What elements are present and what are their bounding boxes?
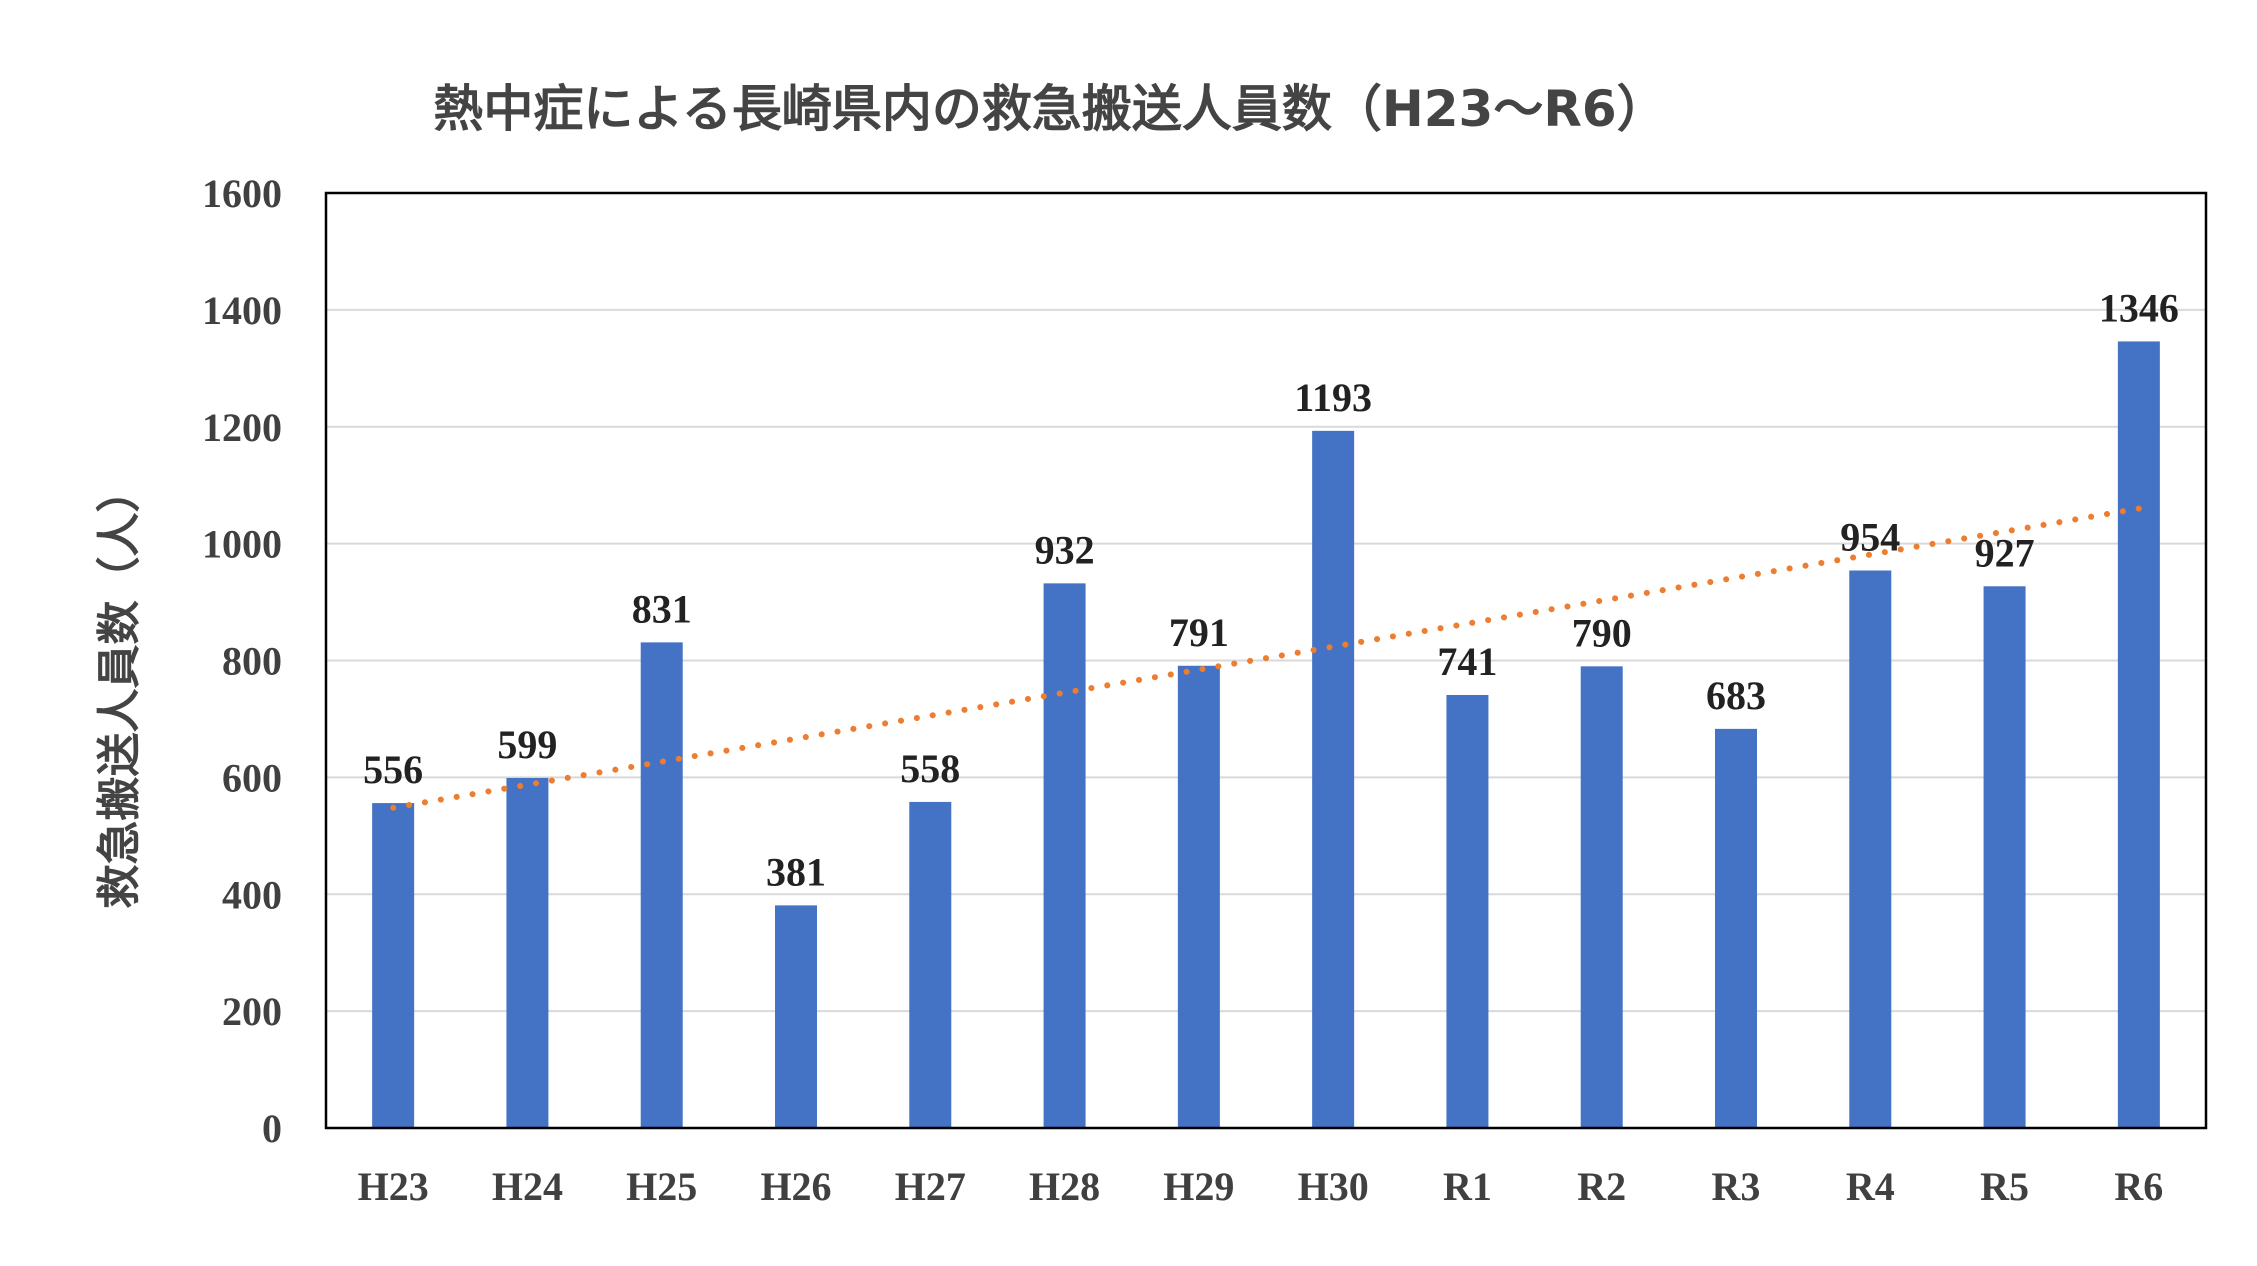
data-label: 790 (1572, 610, 1632, 655)
data-label: 927 (1975, 530, 2035, 575)
data-label: 741 (1437, 639, 1497, 684)
bar (775, 905, 817, 1128)
bar (506, 777, 549, 1128)
y-tick-label: 400 (222, 872, 282, 917)
data-label: 683 (1706, 673, 1766, 718)
plot-area-frame (324, 191, 2208, 1130)
bar (1580, 666, 1623, 1128)
bar (1849, 570, 1892, 1128)
trendline-line (390, 505, 2142, 811)
y-tick-label: 800 (222, 639, 282, 684)
data-label: 558 (900, 746, 960, 791)
x-tick-label: R2 (1577, 1164, 1626, 1209)
y-tick-label: 600 (222, 755, 282, 800)
y-tick-label: 1000 (202, 522, 282, 567)
bar (1446, 694, 1489, 1128)
x-tick-label: R6 (2114, 1164, 2163, 1209)
bar (1177, 665, 1220, 1128)
bar (2117, 341, 2160, 1128)
x-axis-ticks: H23 H24 H25 H26 H27 H28 H29 H30 R1 R2 R3 R4 R5 R6 (358, 1164, 2164, 1209)
x-tick-label: H27 (895, 1164, 966, 1209)
bar (1312, 430, 1355, 1128)
y-axis-title: 救急搬送人員数（人） (94, 469, 145, 909)
x-tick-label: R1 (1443, 1164, 1492, 1209)
data-label: 831 (632, 586, 692, 631)
y-tick-label: 200 (222, 989, 282, 1034)
x-tick-label: H30 (1298, 1164, 1369, 1209)
x-tick-label: H25 (626, 1164, 697, 1209)
chart-title: 熱中症による長崎県内の救急搬送人員数（H23〜R6） (433, 80, 1666, 138)
x-tick-label: H24 (492, 1164, 563, 1209)
y-tick-label: 0 (262, 1106, 282, 1151)
x-tick-label: H26 (760, 1164, 831, 1209)
x-tick-label: R5 (1980, 1164, 2029, 1209)
data-label: 599 (497, 722, 557, 767)
bar (1983, 586, 2026, 1128)
y-axis-ticks: 0 200 400 600 800 1000 1200 1400 1600 (202, 171, 282, 1151)
data-label: 954 (1840, 515, 1900, 560)
bars (372, 341, 2160, 1128)
bar (640, 642, 683, 1128)
bar (372, 803, 415, 1128)
y-tick-label: 1400 (202, 288, 282, 333)
data-labels: 556 599 831 381 558 932 791 1193 741 790 683 954 927… (363, 285, 2179, 894)
data-label: 791 (1169, 610, 1229, 655)
x-tick-label: H23 (358, 1164, 429, 1209)
data-label: 1193 (1294, 375, 1372, 420)
data-label: 381 (766, 849, 826, 894)
y-tick-label: 1600 (202, 171, 282, 216)
x-tick-label: R4 (1846, 1164, 1895, 1209)
x-tick-label: R3 (1712, 1164, 1761, 1209)
x-tick-label: H28 (1029, 1164, 1100, 1209)
bar (1715, 728, 1757, 1128)
data-label: 556 (363, 747, 423, 792)
y-tick-label: 1200 (202, 405, 282, 450)
bar (1043, 583, 1086, 1128)
trendline (390, 505, 2142, 811)
data-label: 932 (1035, 527, 1095, 572)
bar (909, 801, 952, 1128)
data-label: 1346 (2099, 285, 2179, 330)
x-tick-label: H29 (1163, 1164, 1234, 1209)
